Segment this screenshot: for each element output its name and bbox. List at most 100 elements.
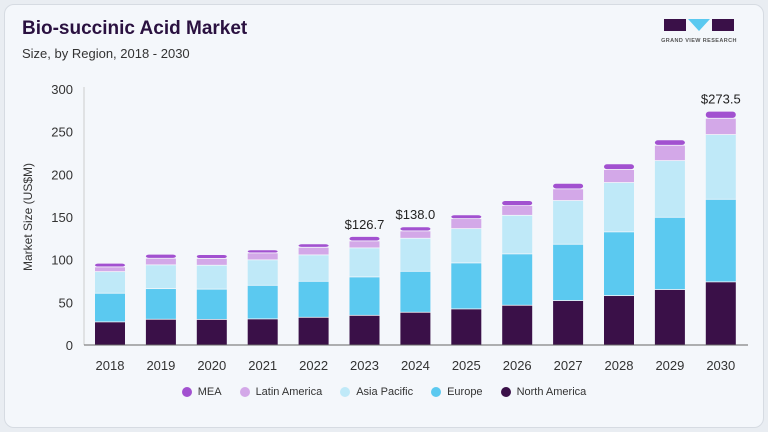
x-tick-label: 2025	[452, 358, 481, 373]
bar-segment-mea	[604, 164, 634, 170]
bar-segment-europe	[247, 285, 278, 319]
bar-segment-asia-pacific	[604, 182, 634, 232]
bar-segment-asia-pacific	[654, 161, 685, 217]
logo-text: GRAND VIEW RESEARCH	[661, 38, 737, 44]
bar-segment-mea	[247, 250, 278, 253]
legend: MEA Latin America Asia Pacific Europe North …	[0, 386, 768, 398]
bar-segment-latin-america	[196, 258, 227, 265]
y-tick-label: 150	[51, 210, 73, 225]
bar-segment-latin-america	[604, 169, 634, 183]
legend-label: Europe	[447, 386, 483, 398]
bar-segment-north-america	[247, 319, 278, 345]
bar-segment-mea	[95, 263, 125, 267]
bar-segment-north-america	[298, 317, 329, 345]
y-axis-label: Market Size (US$M)	[21, 163, 35, 271]
legend-swatch	[500, 387, 511, 397]
grand-view-research-logo: GRAND VIEW RESEARCH	[658, 18, 740, 48]
bar-segment-europe	[298, 281, 329, 317]
bar-segment-asia-pacific	[298, 255, 329, 281]
bar-segment-latin-america	[349, 241, 380, 248]
y-tick-label: 100	[51, 253, 73, 268]
bar-segment-north-america	[349, 315, 380, 345]
bar-segment-europe	[451, 263, 482, 309]
legend-item: Europe	[431, 386, 483, 398]
legend-item: Asia Pacific	[340, 386, 413, 398]
bar-segment-mea	[451, 215, 482, 219]
legend-label: North America	[516, 386, 587, 398]
bar-segment-asia-pacific	[145, 265, 176, 289]
y-tick-label: 0	[66, 338, 73, 353]
bar-segment-asia-pacific	[451, 229, 482, 263]
bar-segment-north-america	[654, 289, 685, 345]
y-tick-label: 50	[59, 295, 73, 310]
legend-swatch	[239, 387, 250, 397]
bar-segment-north-america	[400, 312, 431, 345]
bar-segment-asia-pacific	[502, 215, 533, 254]
x-tick-label: 2020	[197, 358, 226, 373]
x-tick-label: 2027	[554, 358, 583, 373]
bar-segment-europe	[349, 277, 380, 315]
x-tick-label: 2024	[401, 358, 430, 373]
x-tick-label: 2021	[248, 358, 277, 373]
bar-segment-mea	[654, 140, 685, 145]
bar-segment-latin-america	[553, 189, 584, 201]
data-label-total: $138.0	[396, 207, 436, 222]
bar-segment-asia-pacific	[349, 248, 380, 277]
bar-segment-asia-pacific	[95, 272, 125, 293]
bar-segment-mea	[196, 254, 227, 259]
bar-segment-latin-america	[705, 118, 736, 135]
bar-segment-asia-pacific	[247, 260, 278, 285]
bar-segment-latin-america	[654, 145, 685, 161]
legend-swatch	[431, 387, 442, 397]
bar-segment-mea	[705, 111, 736, 118]
y-tick-label: 250	[51, 125, 73, 140]
bar-segment-latin-america	[95, 267, 125, 272]
bar-segment-europe	[145, 289, 176, 319]
bar-segment-mea	[145, 254, 176, 258]
bar-segment-asia-pacific	[196, 265, 227, 289]
x-tick-label: 2023	[350, 358, 379, 373]
bar-segment-latin-america	[145, 258, 176, 265]
y-tick-label: 300	[51, 82, 73, 97]
legend-item: Latin America	[239, 386, 322, 398]
data-label-total: $273.5	[701, 92, 741, 107]
bar-segment-north-america	[502, 305, 533, 345]
bar-segment-north-america	[95, 322, 125, 345]
bar-segment-europe	[553, 244, 584, 301]
legend-item: North America	[500, 386, 587, 398]
chart-title: Bio-succinic Acid Market	[22, 18, 248, 39]
bar-segment-europe	[196, 289, 227, 320]
legend-label: Asia Pacific	[356, 386, 414, 398]
x-tick-label: 2030	[706, 358, 735, 373]
bar-segment-europe	[604, 232, 634, 296]
bar-segment-latin-america	[247, 253, 278, 260]
x-tick-label: 2018	[96, 358, 125, 373]
legend-item: MEA	[181, 386, 222, 398]
bar-segment-latin-america	[298, 247, 329, 255]
x-tick-label: 2028	[605, 358, 634, 373]
bar-segment-mea	[349, 236, 380, 241]
bar-segment-latin-america	[451, 219, 482, 229]
bar-segment-mea	[400, 227, 431, 231]
bar-segment-north-america	[705, 282, 736, 345]
bar-segment-north-america	[604, 296, 634, 345]
bar-segment-latin-america	[502, 205, 533, 215]
y-tick-label: 200	[51, 167, 73, 182]
bar-segment-mea	[553, 183, 584, 189]
bar-segment-mea	[298, 244, 329, 247]
bar-segment-europe	[502, 254, 533, 305]
x-tick-label: 2019	[146, 358, 175, 373]
legend-swatch	[181, 387, 192, 397]
x-tick-label: 2022	[299, 358, 328, 373]
legend-swatch	[340, 387, 351, 397]
bar-segment-north-america	[145, 319, 176, 345]
logo-mark-icon	[664, 19, 734, 31]
bar-segment-north-america	[451, 309, 482, 345]
bar-segment-asia-pacific	[400, 238, 431, 271]
data-label-total: $126.7	[345, 217, 385, 232]
bar-segment-latin-america	[400, 231, 431, 238]
bar-segment-europe	[705, 199, 736, 282]
bar-segment-europe	[95, 293, 125, 322]
chart-card	[4, 4, 764, 428]
